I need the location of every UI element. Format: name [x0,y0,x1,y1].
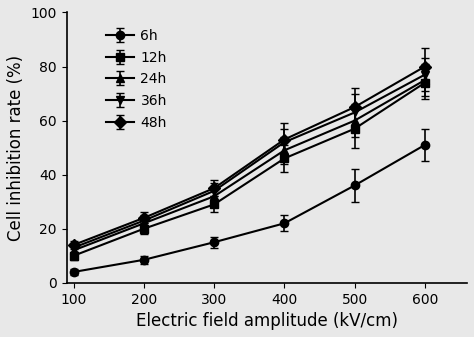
X-axis label: Electric field amplitude (kV/cm): Electric field amplitude (kV/cm) [136,312,398,330]
Y-axis label: Cell inhibition rate (%): Cell inhibition rate (%) [7,55,25,241]
Legend: 6h, 12h, 24h, 36h, 48h: 6h, 12h, 24h, 36h, 48h [101,25,171,134]
